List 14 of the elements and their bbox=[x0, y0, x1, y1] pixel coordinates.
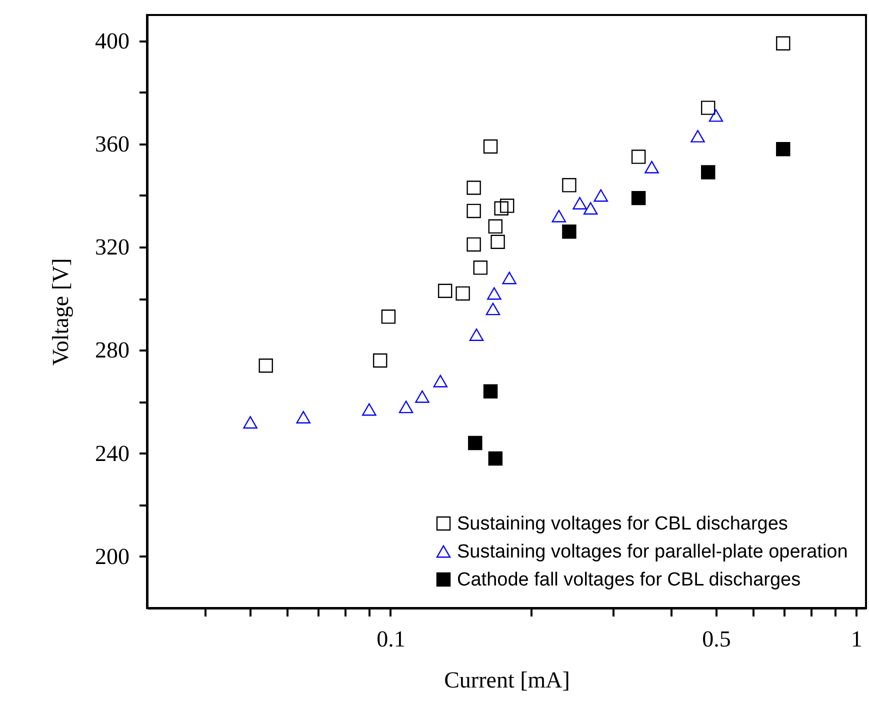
y-tick-label: 320 bbox=[95, 234, 130, 260]
y-tick-label: 280 bbox=[95, 338, 130, 363]
y-tick-label: 240 bbox=[95, 440, 130, 466]
x-tick-label: 0.1 bbox=[376, 626, 406, 652]
y-axis-title: Voltage [V] bbox=[48, 258, 73, 366]
legend-label: Sustaining voltages for CBL discharges bbox=[457, 514, 788, 534]
y-tick-label: 200 bbox=[95, 544, 130, 569]
x-tick-label: 1 bbox=[850, 626, 862, 652]
legend-label: Sustaining voltages for parallel-plate operation bbox=[457, 542, 848, 562]
x-axis-title: Current [mA] bbox=[444, 668, 570, 692]
legend-label: Cathode fall voltages for CBL discharges bbox=[457, 570, 801, 590]
x-tick-label: 0.5 bbox=[702, 626, 731, 652]
y-tick-label: 400 bbox=[95, 28, 130, 54]
y-tick-label: 360 bbox=[95, 131, 130, 156]
